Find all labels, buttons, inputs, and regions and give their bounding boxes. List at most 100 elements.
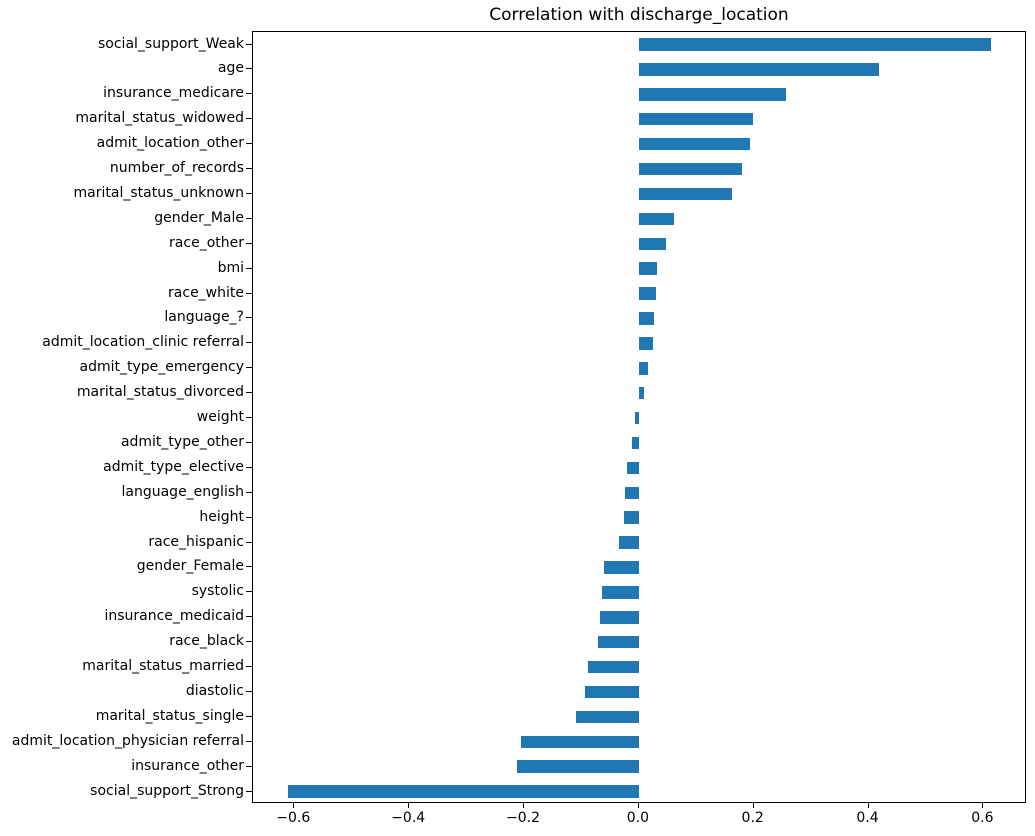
y-axis-label: bmi xyxy=(217,259,244,276)
y-tick-mark xyxy=(246,217,252,219)
y-tick-mark xyxy=(246,168,252,169)
bar xyxy=(638,337,654,350)
y-tick-mark xyxy=(246,367,252,369)
x-tick-mark xyxy=(408,803,410,808)
x-tick-label: −0.4 xyxy=(391,810,426,826)
y-axis-label: admit_type_other xyxy=(120,433,244,450)
y-axis-label: marital_status_unknown xyxy=(73,184,244,201)
bar xyxy=(638,262,657,275)
y-axis-label: systolic xyxy=(191,583,244,600)
bar xyxy=(599,611,639,624)
x-tick-mark xyxy=(867,803,869,808)
bar xyxy=(638,386,645,400)
y-tick-mark xyxy=(246,491,252,493)
y-tick-mark xyxy=(246,690,252,692)
y-tick-mark xyxy=(246,392,252,394)
y-axis-label: gender_Male xyxy=(154,209,244,226)
y-axis-label: language_english xyxy=(121,483,245,500)
y-axis-label: admit_type_emergency xyxy=(79,359,245,376)
bar xyxy=(619,536,639,549)
y-tick-mark xyxy=(246,317,252,319)
x-tick-label: 0.6 xyxy=(971,810,994,826)
y-axis-label: marital_status_married xyxy=(82,658,244,674)
y-tick-mark xyxy=(246,541,252,543)
y-tick-mark xyxy=(246,666,252,667)
y-tick-mark xyxy=(246,591,252,593)
y-tick-mark xyxy=(246,292,252,294)
y-axis-label: marital_status_single xyxy=(95,707,244,724)
y-axis-label: social_support_Strong xyxy=(90,782,244,799)
chart-title: Correlation with discharge_location xyxy=(489,5,789,25)
y-axis-label: gender_Female xyxy=(136,558,244,575)
bar xyxy=(575,710,639,724)
y-tick-mark xyxy=(246,641,252,643)
bar xyxy=(603,561,639,574)
y-axis-label: race_black xyxy=(169,633,244,650)
y-tick-mark xyxy=(246,441,252,443)
y-tick-mark xyxy=(246,342,252,344)
y-tick-mark xyxy=(246,516,252,518)
y-axis-label: marital_status_widowed xyxy=(75,110,244,127)
y-tick-mark xyxy=(246,118,252,120)
y-axis-label: race_other xyxy=(169,234,244,251)
y-axis-label: race_white xyxy=(168,284,244,301)
y-tick-mark xyxy=(246,68,252,70)
x-tick-mark xyxy=(637,803,639,808)
y-tick-mark xyxy=(246,143,252,145)
bar xyxy=(638,112,753,126)
x-tick-mark xyxy=(293,803,295,808)
y-axis-label: social_support_Weak xyxy=(98,35,244,52)
bar xyxy=(288,785,639,798)
y-tick-mark xyxy=(246,765,252,767)
bar xyxy=(638,162,743,176)
y-axis-label: admit_location_clinic referral xyxy=(42,334,244,351)
bar xyxy=(638,362,649,375)
y-tick-mark xyxy=(246,242,252,244)
y-tick-mark xyxy=(246,740,252,742)
y-tick-mark xyxy=(246,192,252,194)
y-tick-mark xyxy=(246,715,252,717)
bar xyxy=(638,137,751,151)
y-axis-label: insurance_medicaid xyxy=(104,608,244,625)
x-tick-label: −0.6 xyxy=(276,810,311,826)
y-tick-mark xyxy=(246,466,252,468)
bar xyxy=(623,511,639,524)
y-tick-mark xyxy=(246,43,252,45)
bar xyxy=(638,63,880,76)
y-tick-mark xyxy=(246,267,252,269)
y-axis-label: weight xyxy=(196,409,244,425)
x-tick-label: 0.2 xyxy=(741,810,764,826)
bar xyxy=(516,760,639,773)
y-axis-label: race_hispanic xyxy=(148,533,244,550)
y-axis-label: number_of_records xyxy=(109,160,244,176)
y-tick-mark xyxy=(246,417,252,418)
y-tick-mark xyxy=(246,566,252,568)
x-tick-mark xyxy=(752,803,754,808)
y-tick-mark xyxy=(246,790,252,792)
bar xyxy=(638,38,992,51)
bar xyxy=(632,436,639,450)
bar xyxy=(638,187,732,201)
y-axis-label: language_? xyxy=(164,309,244,326)
y-axis-label: insurance_medicare xyxy=(103,85,244,102)
bar xyxy=(638,287,657,300)
bar xyxy=(598,635,639,649)
x-tick-label: 0.4 xyxy=(856,810,879,826)
y-axis-label: diastolic xyxy=(185,682,244,699)
bar xyxy=(520,735,639,748)
bar xyxy=(627,461,639,475)
y-axis-label: height xyxy=(199,508,244,525)
bar xyxy=(601,586,639,599)
y-tick-mark xyxy=(246,93,252,95)
y-axis-label: admit_type_elective xyxy=(103,458,244,475)
x-tick-label: 0.0 xyxy=(626,810,650,826)
y-tick-mark xyxy=(246,616,252,618)
bar xyxy=(638,237,667,250)
bar xyxy=(638,88,787,101)
y-axis-label: admit_location_other xyxy=(96,135,244,152)
y-axis-label: admit_location_physician referral xyxy=(11,732,244,749)
bar xyxy=(635,411,639,425)
bar xyxy=(588,660,639,674)
bar xyxy=(638,312,654,325)
